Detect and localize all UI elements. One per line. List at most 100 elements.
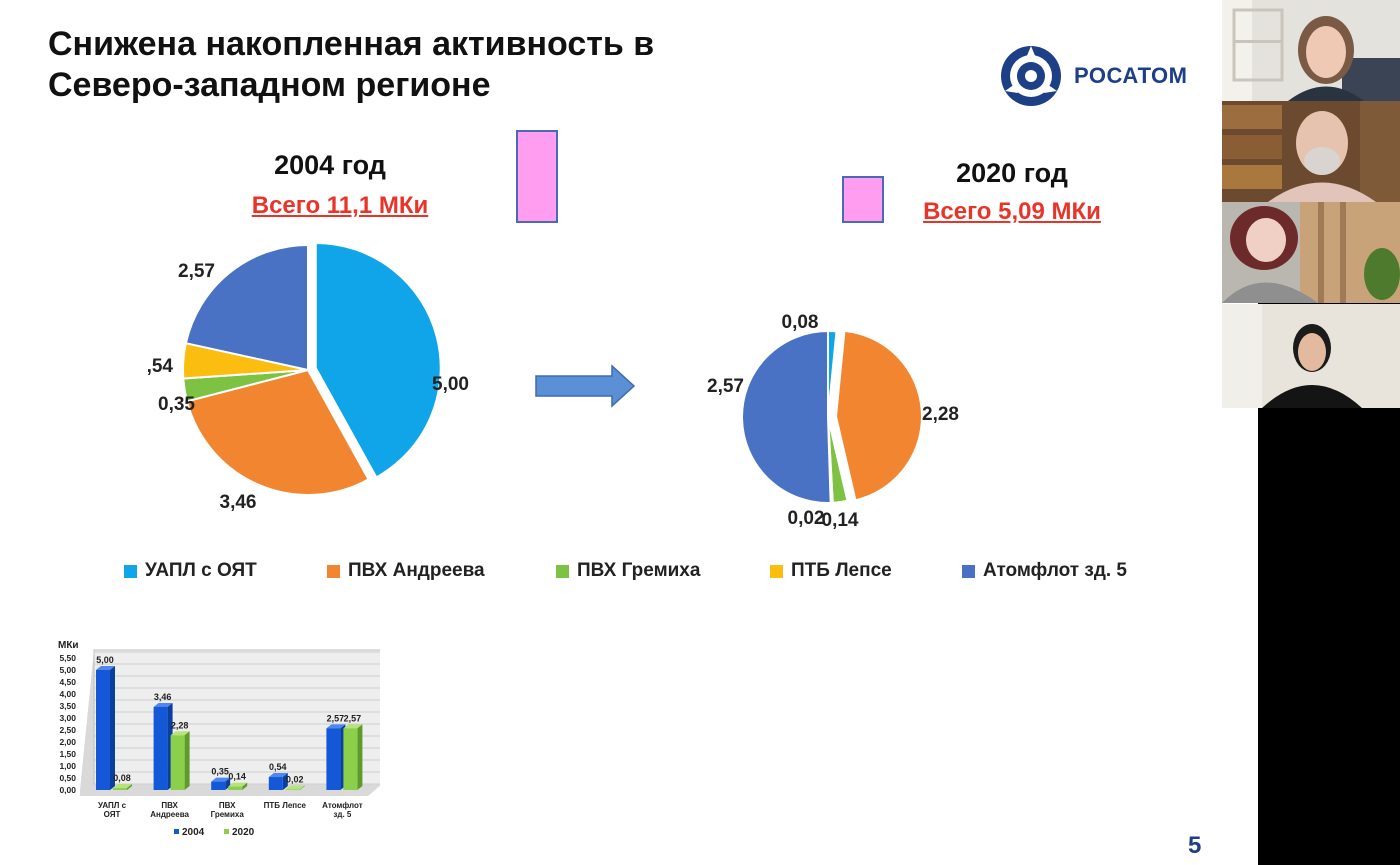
bar-data-label: 0,02 — [286, 775, 304, 785]
bar-top-face — [211, 777, 231, 782]
participant-video-1[interactable] — [1222, 0, 1400, 101]
bar-y-tick-label: 5,00 — [59, 665, 76, 675]
bar-top-face — [268, 773, 288, 778]
bar-data-label: 0,54 — [269, 762, 287, 772]
pie-data-label: 2,28 — [922, 404, 959, 425]
bar-side-face — [357, 724, 363, 790]
pie-data-label: 0,54 — [148, 356, 173, 377]
bar-top-face — [96, 666, 115, 670]
participant-video-4[interactable] — [1222, 304, 1400, 408]
slide-title-line-1: Снижена накопленная активность в — [48, 25, 655, 63]
bar-2020 — [170, 735, 185, 790]
bar-top-face — [343, 724, 363, 729]
legend-item-atomflot: Атомфлот зд. 5 — [962, 560, 1127, 582]
legend-label: Атомфлот зд. 5 — [983, 560, 1128, 581]
legend-swatch — [327, 564, 340, 578]
bar-y-tick-label: 4,50 — [59, 677, 76, 687]
legend-swatch — [962, 564, 975, 578]
bar-y-tick-label: 0,00 — [59, 785, 76, 795]
bar-top-face — [285, 785, 305, 790]
bar-y-tick-label: 5,50 — [59, 653, 76, 663]
bar-data-label: 0,08 — [113, 773, 131, 783]
bar-2020 — [228, 786, 243, 790]
bar-2004 — [326, 728, 341, 790]
bar-legend-swatch — [174, 829, 179, 834]
legend-label: ПТБ Лепсе — [791, 560, 892, 581]
bar-2004 — [268, 777, 283, 790]
bar-2004 — [96, 670, 110, 790]
pie-data-label: 0,08 — [782, 312, 819, 333]
right-year-heading: 2020 год — [956, 158, 1068, 188]
slide-title: Снижена накопленная активность в Северо-… — [48, 24, 654, 106]
legend-swatch — [770, 564, 783, 578]
bar-side-face — [184, 731, 190, 790]
pink-square-shape — [842, 176, 884, 223]
pie-slice — [185, 368, 370, 496]
pie-data-label: 3,46 — [220, 492, 257, 513]
pie-legend: УАПЛ с ОЯТ ПВХ Андреева ПВХ Гремиха ПТБ … — [120, 560, 1140, 590]
bar-category-label: Атомфлот — [322, 801, 363, 810]
bar-category-label: ОЯТ — [104, 810, 121, 819]
bar-y-axis-label: МКи — [58, 640, 79, 651]
bar-category-label: УАПЛ с — [98, 801, 127, 810]
rosatom-logo: РОСАТОМ — [998, 44, 1198, 108]
bar-2004 — [211, 781, 226, 790]
bar-category-label: ПТБ Лепсе — [264, 801, 307, 810]
bar-chart-comparison: 0,00 0,50 1,00 1,50 2,00 2,50 3,00 3,50 4,00 4,50… — [58, 640, 380, 838]
bar-category-label: ПВХ — [219, 801, 236, 810]
bar-y-tick-label: 4,00 — [59, 689, 76, 699]
bar-side-face — [127, 784, 132, 790]
page-number: 5 — [1188, 832, 1202, 859]
participant-video-3[interactable] — [1222, 202, 1400, 303]
legend-label: ПВХ Гремиха — [577, 560, 701, 581]
bar-side-face — [110, 666, 115, 790]
participant-3-image — [1222, 202, 1400, 303]
participant-video-2[interactable] — [1222, 101, 1400, 202]
bar-y-tick-label: 2,00 — [59, 737, 76, 747]
legend-item-uapl: УАПЛ с ОЯТ — [124, 560, 257, 582]
bar-top-face — [228, 782, 248, 787]
bar-legend-label: 2020 — [232, 827, 255, 838]
legend-item-gremikha: ПВХ Гремиха — [556, 560, 700, 582]
logo-text: РОСАТОМ — [1074, 63, 1188, 88]
pie-data-label: 0,02 — [788, 508, 825, 529]
bar-data-label: 0,35 — [211, 767, 229, 777]
right-total: Всего 5,09 МКи — [923, 198, 1101, 225]
bar-2020 — [343, 728, 358, 790]
legend-item-andreeva: ПВХ Андреева — [327, 560, 485, 582]
bar-y-tick-label: 0,50 — [59, 773, 76, 783]
slide-title-line-2: Северо-западном регионе — [48, 65, 491, 104]
bar-top-face — [153, 702, 173, 707]
bar-y-tick-label: 1,50 — [59, 749, 76, 759]
bar-category-label: ПВХ — [161, 801, 178, 810]
legend-swatch — [124, 564, 137, 578]
participant-2-image — [1222, 101, 1400, 202]
bar-side-face — [282, 773, 288, 790]
bar-legend-label: 2004 — [182, 827, 205, 838]
bar-category-label: Андреева — [150, 810, 189, 819]
pie-slice — [827, 329, 838, 418]
right-arrow-icon — [535, 364, 636, 408]
bar-data-label: 2,28 — [171, 720, 189, 730]
legend-label: УАПЛ с ОЯТ — [145, 560, 257, 581]
bar-side-face — [299, 785, 305, 790]
pie-slice — [314, 241, 442, 479]
bar-y-tick-label: 2,50 — [59, 725, 76, 735]
bar-data-label: 3,46 — [154, 692, 172, 702]
left-total: Всего 11,1 МКи — [251, 192, 429, 219]
pie-slice — [741, 329, 832, 504]
pie-data-label: 0,14 — [822, 510, 859, 531]
bar-data-label: 0,14 — [228, 772, 246, 782]
left-year-heading: 2004 год — [274, 150, 386, 180]
bar-top-face — [113, 784, 132, 789]
pie-data-label: 5,00 — [432, 374, 469, 395]
presentation-slide: Снижена накопленная активность в Северо-… — [0, 0, 1258, 865]
pie-slice — [834, 329, 923, 502]
legend-swatch — [556, 564, 569, 578]
bar-2020 — [285, 789, 300, 791]
participant-1-image — [1222, 0, 1400, 101]
participant-4-image — [1222, 304, 1400, 408]
pie-chart-2004: 5,00 3,46 0,35 0,54 2,57 — [148, 241, 469, 513]
pie-slice — [184, 243, 309, 372]
bar-y-tick-label: 3,00 — [59, 713, 76, 723]
